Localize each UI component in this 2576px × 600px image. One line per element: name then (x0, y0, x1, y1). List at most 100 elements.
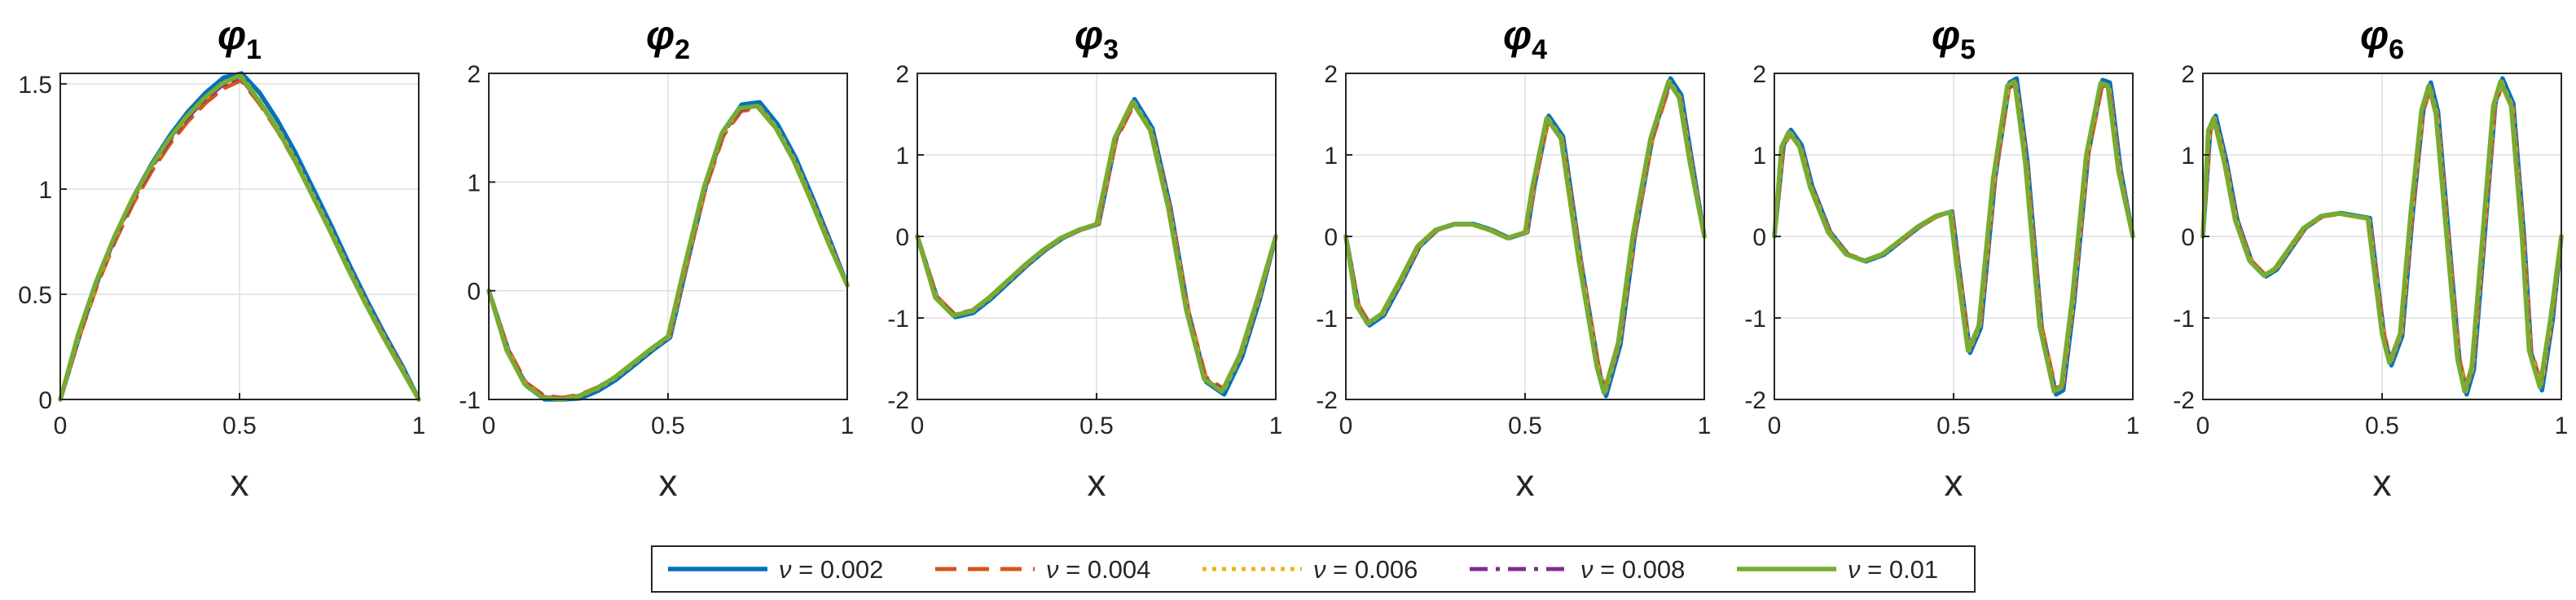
x-tick-label: 0.5 (222, 412, 257, 439)
title-subscript: 5 (1960, 34, 1976, 65)
x-tick-label: 0 (482, 412, 496, 439)
title-subscript: 4 (1532, 34, 1547, 65)
subplot-3: 0 0.5 1 -2 -1 0 1 2 x φ3 (887, 12, 1282, 504)
legend-label-1: ν = 0.002 (779, 555, 883, 584)
y-tick-label: -1 (887, 306, 909, 333)
y-tick-label: -1 (459, 387, 481, 414)
x-axis-label: x (1088, 461, 1106, 504)
y-tick-label: 1 (38, 177, 52, 204)
subplot-title: φ3 (1075, 12, 1119, 65)
x-tick-label: 0.5 (1079, 412, 1114, 439)
subplot-title: φ5 (1932, 12, 1976, 65)
legend-label-4: ν = 0.008 (1580, 555, 1685, 584)
legend-symbol: ν (1046, 555, 1059, 584)
series-line-5 (1343, 79, 1707, 395)
x-tick-label: 0.5 (1508, 412, 1542, 439)
series-line-5 (2200, 79, 2564, 394)
y-tick-label: 2 (1324, 61, 1338, 88)
subplot-title: φ1 (218, 12, 262, 65)
x-axis-label: x (1516, 461, 1535, 504)
y-tick-label: -1 (1316, 306, 1338, 333)
subplot-4: 0 0.5 1 -2 -1 0 1 2 x φ4 (1316, 12, 1711, 504)
legend-value: = 0.01 (1861, 555, 1939, 584)
title-symbol: φ (1503, 12, 1532, 58)
legend-symbol: ν (1848, 555, 1861, 584)
series-line-5 (58, 73, 421, 402)
legend-label-2: ν = 0.004 (1046, 555, 1150, 584)
legend: ν = 0.002 ν = 0.004 ν = 0.006 ν = 0.008 ν = … (651, 545, 1976, 593)
y-tick-label: 1 (1752, 143, 1766, 170)
y-tick-label: 1.5 (18, 72, 52, 99)
x-tick-label: 1 (1698, 412, 1712, 439)
y-tick-label: 0 (38, 387, 52, 414)
x-tick-label: 1 (2126, 412, 2140, 439)
y-tick-label: 0 (2181, 224, 2195, 251)
legend-value: = 0.006 (1326, 555, 1418, 584)
y-tick-label: 0.5 (18, 282, 52, 309)
y-tick-label: -2 (2173, 387, 2195, 414)
x-tick-label: 0.5 (651, 412, 685, 439)
x-tick-label: 0 (2196, 412, 2210, 439)
legend-value: = 0.002 (792, 555, 884, 584)
title-subscript: 2 (675, 34, 690, 65)
series-line-5 (1772, 79, 2135, 394)
title-symbol: φ (1932, 12, 1960, 58)
x-tick-label: 0 (54, 412, 68, 439)
subplot-title: φ6 (2360, 12, 2404, 65)
x-axis-label: x (659, 461, 678, 504)
y-tick-label: 0 (1324, 224, 1338, 251)
x-tick-label: 1 (1269, 412, 1283, 439)
y-tick-label: -1 (2173, 306, 2195, 333)
legend-symbol: ν (1580, 555, 1594, 584)
x-tick-label: 0 (911, 412, 925, 439)
subplot-title: φ2 (646, 12, 690, 65)
title-subscript: 3 (1103, 34, 1119, 65)
x-tick-label: 0 (1768, 412, 1782, 439)
legend-value: = 0.008 (1594, 555, 1686, 584)
legend-label-5: ν = 0.01 (1848, 555, 1938, 584)
y-tick-label: 2 (467, 61, 481, 88)
title-symbol: φ (1075, 12, 1103, 58)
x-axis-label: x (1945, 461, 1963, 504)
legend-symbol: ν (1313, 555, 1326, 584)
title-subscript: 6 (2389, 34, 2404, 65)
y-tick-label: 1 (1324, 143, 1338, 170)
y-tick-label: 2 (895, 61, 909, 88)
y-tick-label: -1 (1744, 306, 1766, 333)
legend-symbol: ν (779, 555, 792, 584)
y-tick-label: 2 (1752, 61, 1766, 88)
title-symbol: φ (218, 12, 246, 58)
legend-value: = 0.004 (1059, 555, 1151, 584)
y-tick-label: 0 (467, 279, 481, 306)
x-axis-label: x (231, 461, 249, 504)
subplot-title: φ4 (1503, 12, 1547, 65)
y-tick-label: 1 (467, 170, 481, 196)
y-tick-label: 1 (2181, 143, 2195, 170)
x-tick-label: 1 (841, 412, 855, 439)
y-tick-label: -2 (887, 387, 909, 414)
title-symbol: φ (2360, 12, 2389, 58)
y-tick-label: -2 (1316, 387, 1338, 414)
series-line-5 (486, 104, 850, 402)
title-symbol: φ (646, 12, 675, 58)
x-axis-label: x (2373, 461, 2392, 504)
legend-label-3: ν = 0.006 (1313, 555, 1418, 584)
x-tick-label: 1 (412, 412, 426, 439)
y-tick-label: 1 (895, 143, 909, 170)
x-tick-label: 0.5 (1936, 412, 1971, 439)
y-tick-label: -2 (1744, 387, 1766, 414)
x-tick-label: 0.5 (2365, 412, 2399, 439)
series-line-5 (915, 99, 1278, 394)
y-tick-label: 2 (2181, 61, 2195, 88)
title-subscript: 1 (246, 34, 262, 65)
subplot-6: 0 0.5 1 -2 -1 0 1 2 x φ6 (2173, 12, 2568, 504)
y-tick-label: 0 (895, 224, 909, 251)
y-tick-label: 0 (1752, 224, 1766, 251)
x-tick-label: 1 (2555, 412, 2569, 439)
x-tick-label: 0 (1339, 412, 1353, 439)
subplot-5: 0 0.5 1 -2 -1 0 1 2 x φ5 (1744, 12, 2139, 504)
